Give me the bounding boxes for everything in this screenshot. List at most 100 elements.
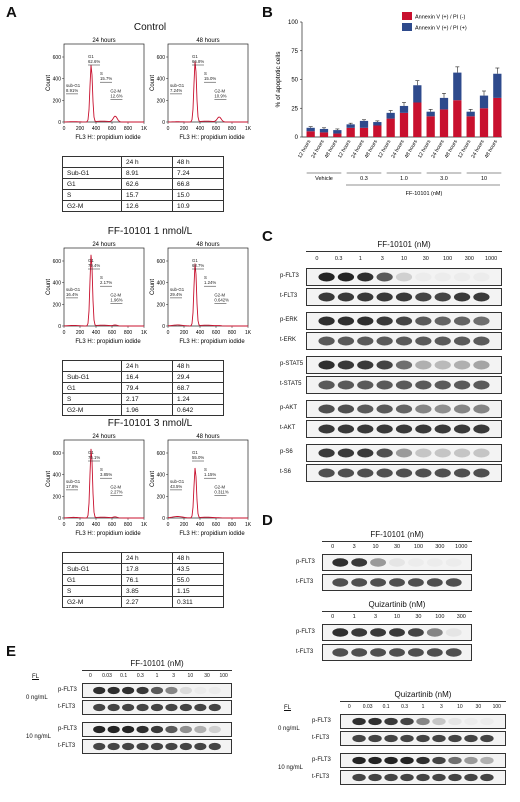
blot-row-label: p-FLT3 [58, 687, 77, 693]
blot-band [384, 756, 398, 765]
legend-swatch [402, 23, 412, 31]
blot-strip [322, 644, 472, 661]
bar-segment [306, 131, 315, 137]
blot-band [136, 703, 149, 712]
blot-band [426, 628, 443, 637]
dose-label: 0 ng/mL [278, 726, 300, 732]
bar-segment [373, 125, 382, 137]
gate-value: 55.0% [192, 455, 204, 460]
bar-segment [453, 72, 462, 101]
table-row: G1 79.4 68.7 [62, 382, 224, 394]
bar-segment [413, 102, 422, 137]
blot-band [351, 558, 368, 567]
blot-band [376, 316, 393, 326]
blot-row-label: t-STAT5 [280, 381, 302, 387]
blot-band [389, 628, 405, 637]
blot-band [400, 756, 414, 765]
table-cell: 12.6 [121, 200, 173, 212]
blot-band [150, 686, 164, 695]
blot-strip [82, 700, 232, 715]
y-tick-label: 50 [291, 78, 298, 84]
group-label: Vehicle [315, 176, 333, 182]
bar-segment [413, 85, 422, 103]
y-tick-label: 100 [288, 20, 299, 26]
blot-band [357, 424, 374, 434]
lane-label: 100 [435, 614, 445, 620]
table-cell [62, 360, 122, 372]
blot-band [93, 686, 106, 695]
y-tick-label: 600 [157, 259, 166, 265]
table-cell: 55.0 [172, 574, 224, 586]
table-cell: 48 h [172, 156, 224, 168]
blot-band [351, 628, 368, 637]
blot-band [415, 336, 432, 346]
blot-band [453, 360, 471, 370]
y-tick-label: 400 [157, 77, 166, 83]
gate-value: 15.0% [204, 76, 216, 81]
x-tick-label: 0 [63, 522, 66, 528]
blot-band [337, 336, 355, 346]
x-tick-label: 0 [63, 126, 66, 132]
x-tick-label: 800 [124, 126, 133, 132]
histogram-title: 48 hours [196, 434, 219, 440]
blot-band [194, 686, 207, 695]
x-tick-label: 0 [167, 126, 170, 132]
histogram-curve [167, 467, 248, 519]
blot-band [415, 468, 432, 478]
blot-band [415, 404, 432, 414]
y-tick-label: 0 [162, 120, 165, 126]
table-cell: 1.96 [121, 404, 173, 416]
x-tick-label: 600 [212, 522, 221, 528]
histogram-curve [167, 263, 248, 327]
blot-band [136, 686, 149, 695]
y-tick-label: 400 [157, 281, 166, 287]
x-tick-label: 200 [180, 330, 189, 336]
x-tick-label: 1K [141, 126, 148, 132]
blot-band [453, 272, 471, 282]
blot-strip [322, 574, 472, 591]
gate-name: G2-M [110, 292, 121, 297]
blot-band [395, 380, 413, 390]
x-tick-label: 400 [92, 126, 101, 132]
table-row: 24 h 48 h [62, 552, 224, 564]
x-tick-label: 400 [196, 126, 205, 132]
lane-label: 30 [475, 704, 482, 710]
x-tick-label: 400 [92, 522, 101, 528]
title-rule [322, 611, 472, 612]
blot-band [165, 742, 178, 751]
blot-band [122, 742, 135, 751]
table-row: S 3.85 1.15 [62, 585, 224, 597]
group-label: 3.0 [440, 176, 448, 182]
gate-value: 76.1% [88, 455, 100, 460]
blot-band [357, 360, 374, 370]
bar-segment [399, 105, 409, 113]
bar-segment [426, 116, 435, 137]
blot-row-label: t-FLT3 [280, 293, 298, 299]
blot-band [107, 703, 120, 712]
blot-band [480, 773, 494, 782]
y-tick-label: 0 [58, 516, 61, 522]
blot-band [448, 773, 462, 782]
lane-label: 1 [421, 704, 425, 710]
blot-band [395, 336, 413, 346]
blot-band [473, 404, 490, 414]
lane-label: 0 [315, 256, 319, 262]
blot-band [337, 292, 355, 302]
blot-strip [306, 288, 502, 306]
lane-label: 0.03 [362, 704, 373, 710]
blot-band [473, 272, 490, 282]
y-tick-label: 600 [53, 259, 62, 265]
bar-segment [453, 100, 462, 137]
table-row: 24 h 48 h [62, 156, 224, 168]
histogram-title: 48 hours [196, 38, 219, 44]
y-tick-label: 0 [58, 120, 61, 126]
histogram: 24 hours 0 200 400 600 0 200 400 600 800 1K Count FL… [46, 434, 148, 537]
fl-label: FL [284, 705, 292, 711]
bar-segment [373, 122, 382, 126]
blot-band [352, 773, 366, 782]
y-axis-label: Count [46, 75, 52, 91]
blot-band [407, 648, 424, 657]
gate-name: S [100, 71, 103, 76]
blot-band [332, 628, 349, 637]
blot-band [464, 734, 478, 743]
